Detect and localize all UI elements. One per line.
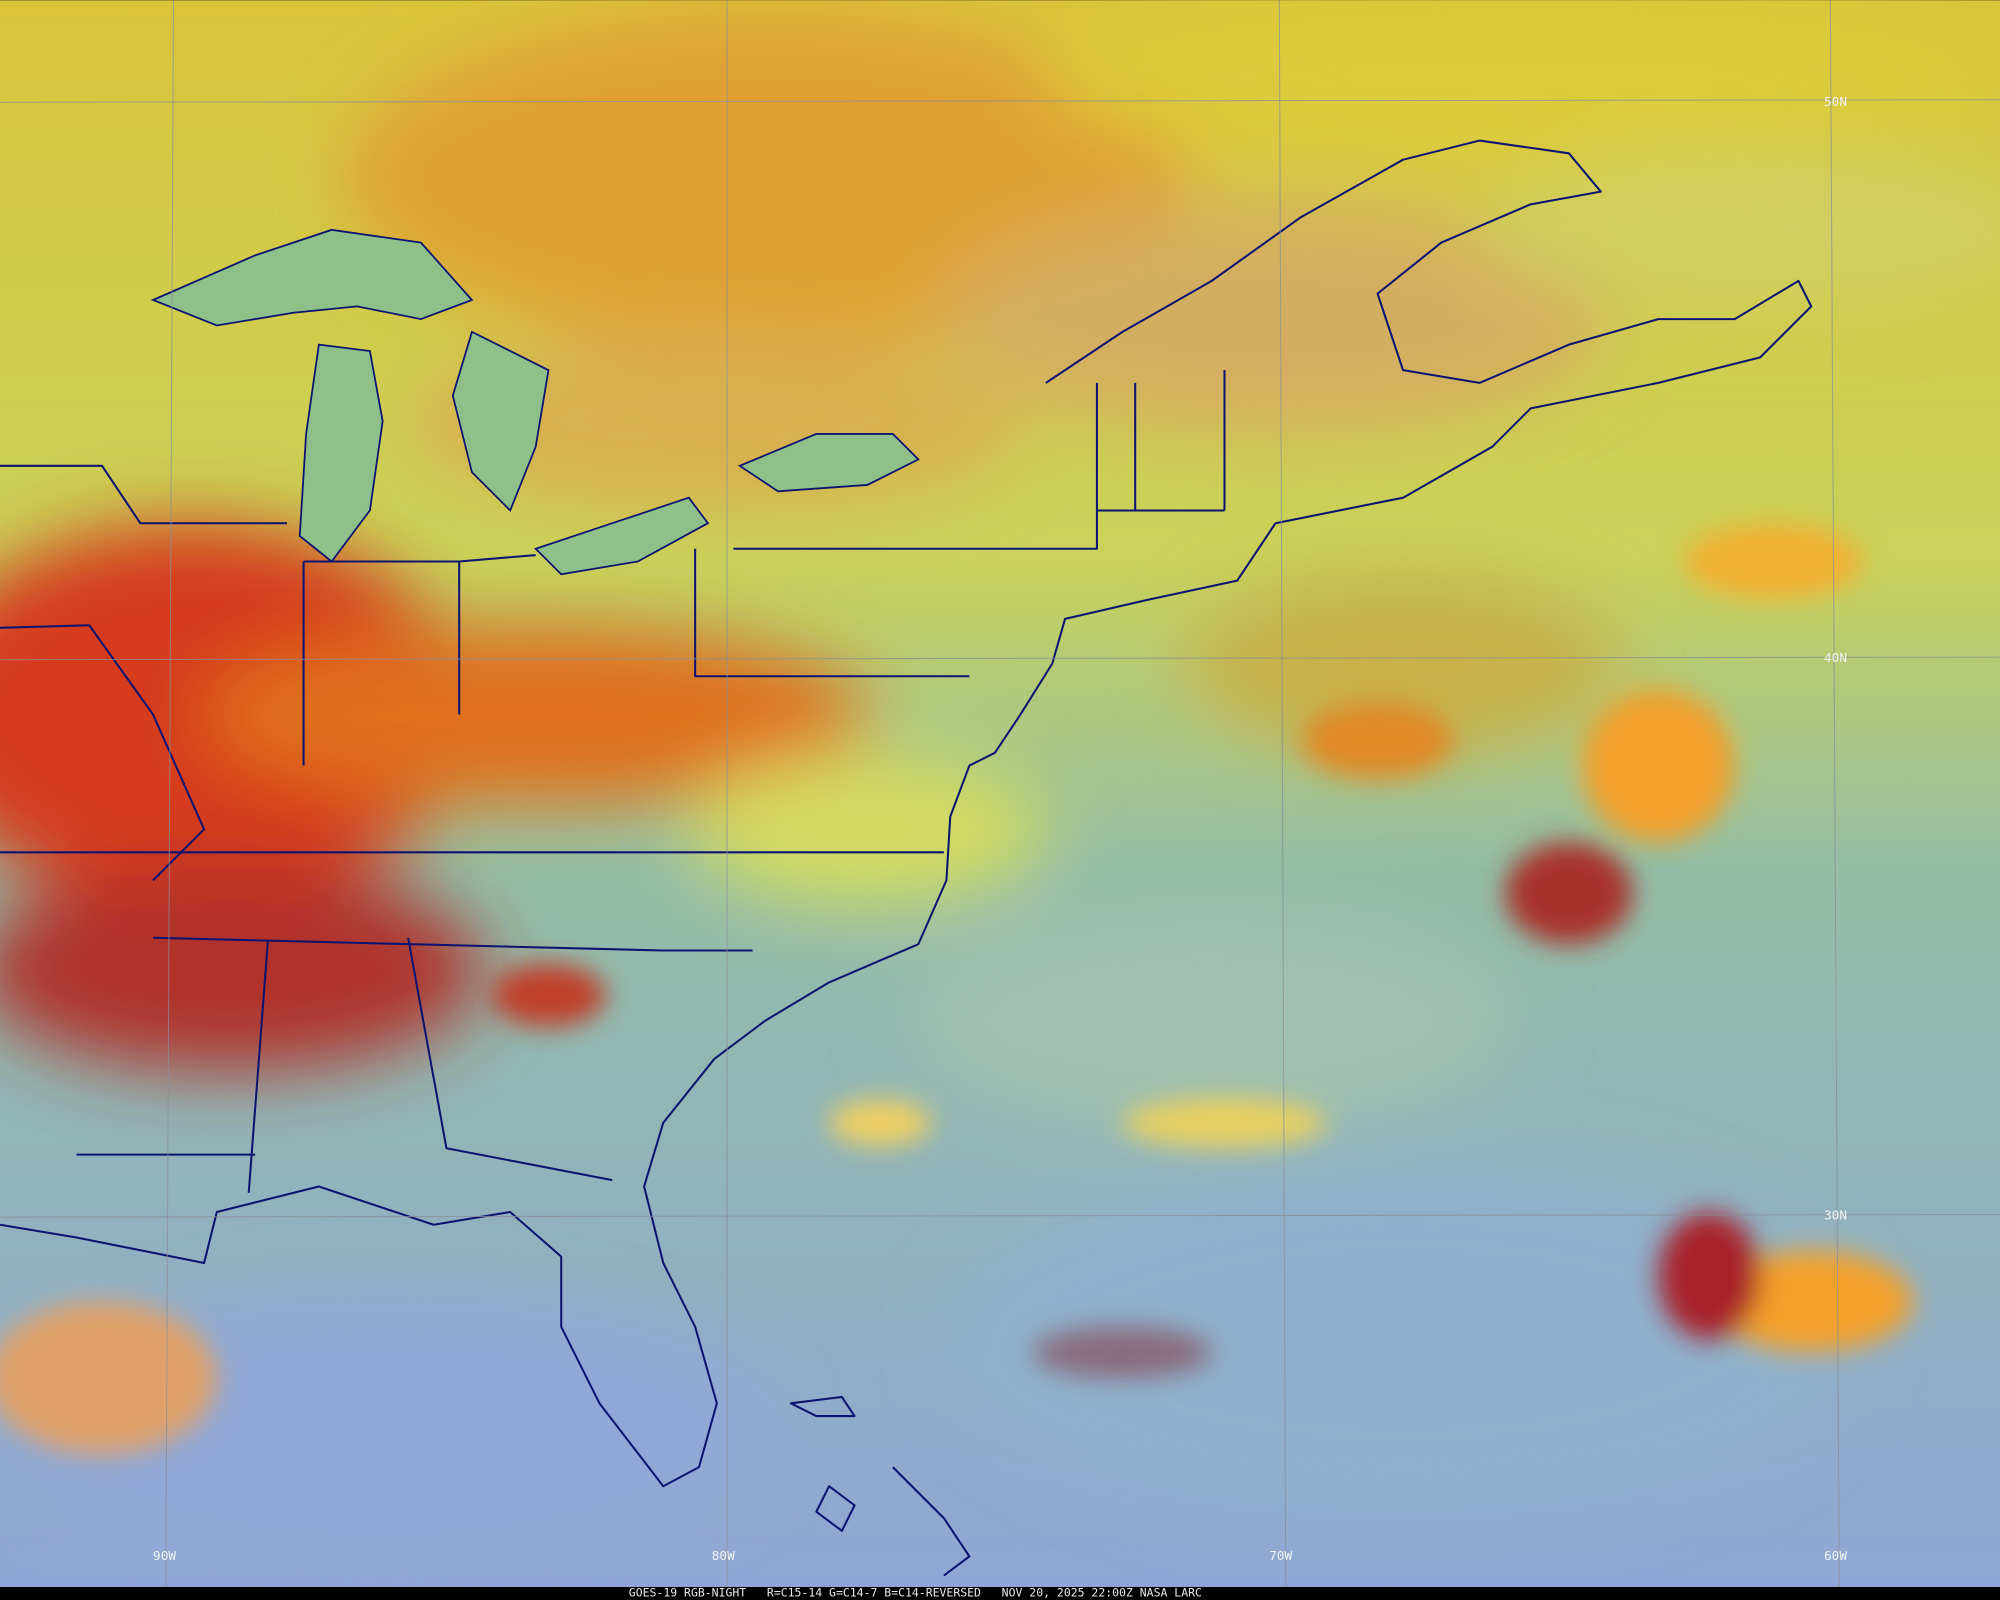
canada-coast bbox=[1045, 139, 1813, 525]
lake-superior bbox=[150, 228, 474, 327]
coastlines bbox=[0, 139, 1813, 1577]
state-borders bbox=[0, 370, 1226, 1193]
lake-huron bbox=[451, 330, 550, 513]
longitude-line bbox=[1829, 0, 1840, 1587]
bahamas bbox=[789, 1395, 971, 1577]
longitude-line bbox=[1278, 0, 1287, 1587]
longitude-label: 80W bbox=[712, 1549, 735, 1564]
latitude-line bbox=[0, 1214, 2000, 1218]
footer-bar bbox=[0, 1586, 2000, 1600]
latitude-line bbox=[0, 656, 2000, 661]
longitude-label: 90W bbox=[153, 1549, 176, 1564]
longitude-label: 70W bbox=[1269, 1549, 1292, 1564]
latitude-label: 50N bbox=[1824, 95, 1847, 110]
lake-michigan bbox=[298, 343, 384, 563]
latitude-line bbox=[0, 99, 2000, 103]
latitude-label: 30N bbox=[1824, 1209, 1847, 1224]
latitude-label: 40N bbox=[1824, 651, 1847, 666]
lake-erie bbox=[534, 496, 710, 576]
longitude-label: 60W bbox=[1824, 1549, 1847, 1564]
atlantic-coast bbox=[0, 522, 1277, 1488]
footer-text: GOES-19 RGB-NIGHT R=C15-14 G=C14-7 B=C14… bbox=[629, 1586, 1202, 1600]
longitude-line bbox=[165, 0, 174, 1587]
lake-ontario bbox=[737, 433, 920, 493]
